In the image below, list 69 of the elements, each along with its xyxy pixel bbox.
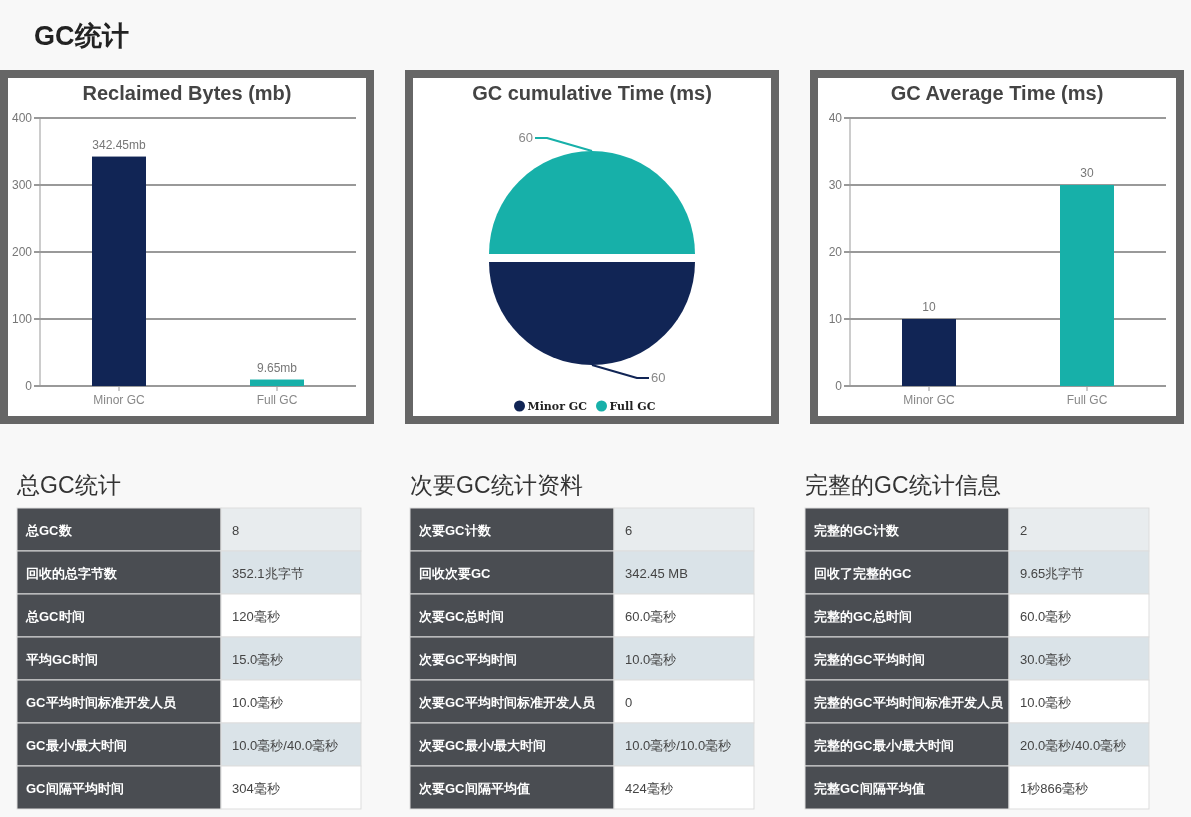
text: 次要GC计数 [419, 523, 492, 538]
text: 次要GC平均时间 [419, 652, 517, 667]
text: 304毫秒 [232, 781, 280, 796]
y-tick-label: 0 [835, 379, 843, 393]
text: 10.0毫秒 [625, 652, 677, 667]
y-tick-label: 100 [11, 312, 33, 326]
text: 352.1兆字节 [232, 566, 304, 581]
text: 60.0毫秒 [625, 609, 677, 624]
text: 完整的GC平均时间 [814, 652, 925, 667]
text: 完整的GC总时间 [814, 609, 912, 624]
x-tick-label: Minor GC [903, 393, 955, 407]
text: 回收的总字节数 [26, 566, 118, 581]
y-tick-label: 0 [25, 379, 33, 393]
y-tick-label: 30 [828, 178, 843, 192]
text: 20.0毫秒/40.0毫秒 [1020, 738, 1127, 753]
text: 8 [232, 523, 240, 538]
text: GC统计 [34, 21, 129, 51]
text: 回收次要GC [419, 566, 492, 581]
chart-title: GC Average Time (ms) [890, 82, 1104, 104]
text: 1秒866毫秒 [1020, 781, 1088, 796]
text: 回收了完整的GC [814, 566, 913, 581]
text: 424毫秒 [625, 781, 673, 796]
text: 次要GC总时间 [419, 609, 504, 624]
text: 完整的GC计数 [814, 523, 900, 538]
text: 总GC数 [25, 523, 73, 538]
text: 10.0毫秒/10.0毫秒 [625, 738, 732, 753]
x-tick-label: Full GC [256, 393, 298, 407]
text: 次要GC最小/最大时间 [419, 738, 547, 753]
y-tick-label: 300 [11, 178, 33, 192]
y-tick-label: 40 [828, 111, 843, 125]
data-label: 30 [1080, 166, 1094, 180]
text: 次要GC统计资料 [410, 472, 583, 498]
text: 完整的GC最小/最大时间 [814, 738, 955, 753]
data-label: 60 [518, 130, 533, 145]
text: 6 [625, 523, 633, 538]
text: 总GC时间 [25, 609, 85, 624]
text: 15.0毫秒 [232, 652, 284, 667]
text: 342.45 MB [625, 566, 688, 581]
text: 9.65兆字节 [1020, 566, 1085, 581]
chart-title: Reclaimed Bytes (mb) [82, 82, 292, 104]
text: GC平均时间标准开发人员 [26, 695, 177, 710]
text: 次要GC平均时间标准开发人员 [419, 695, 596, 710]
data-label: 342.45mb [92, 137, 147, 152]
x-tick-label: Full GC [1066, 393, 1108, 407]
text: 完整的GC统计信息 [805, 472, 1001, 498]
data-label: 10 [922, 300, 936, 314]
chart-title: GC cumulative Time (ms) [472, 82, 712, 104]
text: 10.0毫秒 [232, 695, 284, 710]
text: 60.0毫秒 [1020, 609, 1072, 624]
text: 2 [1020, 523, 1028, 538]
x-tick-label: Minor GC [93, 393, 145, 407]
text: 0 [625, 695, 633, 710]
text: 次要GC间隔平均值 [419, 781, 530, 796]
text: 120毫秒 [232, 609, 280, 624]
y-tick-label: 400 [11, 111, 33, 125]
text: 完整的GC平均时间标准开发人员 [814, 695, 1004, 710]
text: 完整GC间隔平均值 [814, 781, 925, 796]
text: 30.0毫秒 [1020, 652, 1072, 667]
text: GC最小/最大时间 [26, 738, 128, 753]
text: 平均GC时间 [25, 652, 98, 667]
text: 10.0毫秒/40.0毫秒 [232, 738, 339, 753]
text: 总GC统计 [16, 472, 121, 498]
data-label: 9.65mb [256, 360, 298, 375]
y-tick-label: 200 [11, 245, 33, 259]
data-label: 60 [651, 370, 666, 385]
y-tick-label: 10 [828, 312, 843, 326]
y-tick-label: 20 [828, 245, 843, 259]
text: 10.0毫秒 [1020, 695, 1072, 710]
text: GC间隔平均时间 [26, 781, 124, 796]
